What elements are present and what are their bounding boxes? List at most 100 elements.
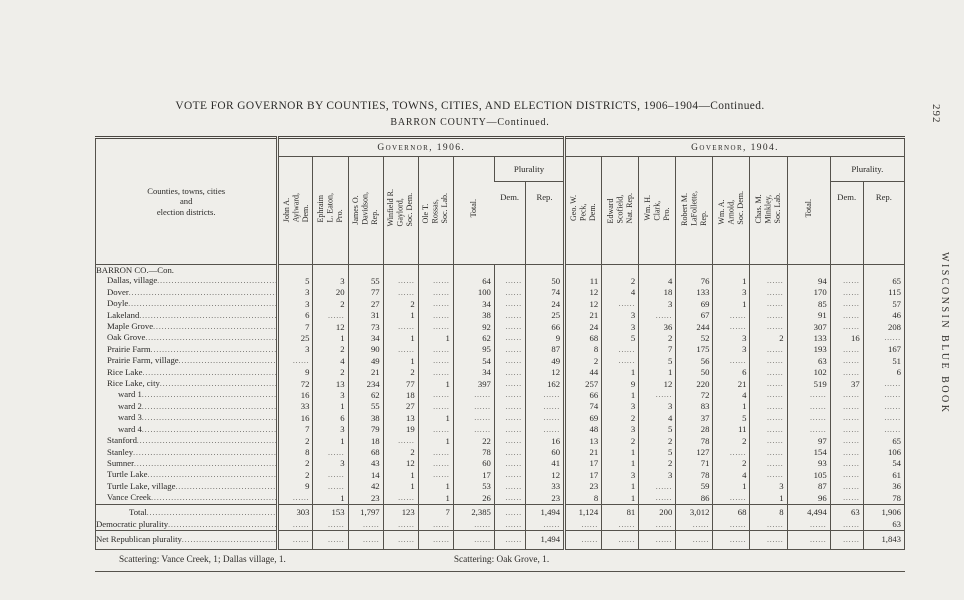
cell: 5	[638, 423, 676, 436]
cell: 1	[712, 298, 750, 310]
cell: 102	[786, 366, 831, 379]
cell	[862, 400, 905, 413]
cell: 1,124	[563, 503, 602, 519]
cell: 21	[563, 446, 602, 458]
table-row: Dover3207710074124181333170115	[96, 286, 905, 299]
cell: 1,494	[524, 503, 565, 519]
cell	[493, 480, 526, 493]
cell: 7	[276, 321, 313, 333]
cell: 21	[712, 378, 750, 390]
row-label: Turtle Lake	[96, 469, 278, 480]
cell	[452, 264, 495, 276]
cell	[524, 400, 565, 413]
cell	[675, 518, 713, 531]
cell	[749, 518, 788, 531]
cell	[493, 518, 526, 531]
cell: 5	[712, 412, 750, 424]
cell	[417, 529, 454, 550]
cell: 6	[312, 412, 349, 424]
cell: 1	[312, 400, 349, 413]
cell: 1,797	[347, 503, 384, 519]
cell: 16	[276, 412, 313, 424]
col-header-total-1906: Total.	[452, 156, 495, 265]
cell	[601, 264, 639, 276]
cell: 36	[638, 321, 676, 333]
cell	[276, 355, 313, 367]
cell: 1,843	[862, 529, 905, 550]
cell: 167	[862, 343, 905, 356]
cell: 3	[312, 275, 349, 287]
cell	[493, 332, 526, 344]
cell	[276, 518, 313, 531]
cell: 1	[601, 457, 639, 470]
table-row: Stanford21181221613227829765	[96, 435, 905, 447]
col-header-davidson-label: James O. Davidson, Rep.	[351, 191, 380, 225]
cell	[749, 378, 788, 390]
page-number: 292	[930, 104, 942, 124]
cell	[452, 423, 495, 436]
col-header-plurality-dem-1906: Dem.	[500, 192, 520, 202]
cell	[452, 400, 495, 413]
cell: 2	[276, 457, 313, 470]
cell	[638, 309, 676, 322]
col-header-aylward-label: John A. Aylward, Dem.	[281, 193, 310, 223]
cell: 91	[786, 309, 831, 322]
cell: 1	[417, 332, 454, 344]
cell	[312, 518, 349, 531]
cell: 59	[675, 480, 713, 493]
cell	[749, 469, 788, 481]
cell: 3	[712, 343, 750, 356]
cell	[829, 366, 864, 379]
cell	[493, 275, 526, 287]
cell: 49	[347, 355, 384, 367]
col-header-arnold-label: Wm. A. Arnold, Soc. Dem.	[717, 191, 746, 225]
cell	[493, 423, 526, 436]
cell: 3	[601, 400, 639, 413]
row-label: Oak Grove	[96, 332, 278, 343]
cell	[312, 469, 349, 481]
cell: 3	[638, 400, 676, 413]
cell: 244	[675, 321, 713, 333]
cell: 519	[786, 378, 831, 390]
cell: 14	[347, 469, 384, 481]
cell: 48	[563, 423, 602, 436]
cell: 1	[601, 389, 639, 401]
cell	[749, 275, 788, 287]
table-row: ward 11636218 661 724	[96, 389, 905, 401]
cell: 2	[601, 435, 639, 447]
cell: 60	[452, 457, 495, 470]
cell	[312, 309, 349, 322]
cell: 11	[712, 423, 750, 436]
cell: 13	[312, 378, 349, 390]
col-header-rossas-label: Ole T. Rossas, Soc. Lab.	[421, 192, 450, 224]
cell	[712, 309, 750, 322]
cell: 96	[786, 492, 831, 505]
cell: 69	[675, 298, 713, 310]
row-label: ward 2	[96, 401, 278, 412]
cell: 133	[786, 332, 831, 344]
cell	[829, 412, 864, 424]
cell: 1	[382, 332, 419, 344]
cell: 66	[563, 389, 602, 401]
row-label: Prairie Farm	[96, 344, 278, 355]
col-header-peck: Geo. W. Peck, Dem.	[563, 156, 602, 265]
cell: 77	[347, 286, 384, 299]
cell: 68	[347, 446, 384, 458]
cell: 127	[675, 446, 713, 458]
cell	[276, 264, 313, 276]
cell: 2	[638, 457, 676, 470]
cell: 2	[382, 298, 419, 310]
cell: 53	[452, 480, 495, 493]
cell: 66	[524, 321, 565, 333]
row-label: Stanford	[96, 435, 278, 446]
cell: 397	[452, 378, 495, 390]
bottom-rule	[95, 571, 905, 573]
cell: 67	[675, 309, 713, 322]
cell	[417, 298, 454, 310]
cell: 3	[276, 298, 313, 310]
cell	[829, 343, 864, 356]
table-row: Oak Grove25134116296852523213316	[96, 332, 905, 344]
col-header-eaton: Ephraim L. Eaton, Pro.	[312, 156, 349, 265]
